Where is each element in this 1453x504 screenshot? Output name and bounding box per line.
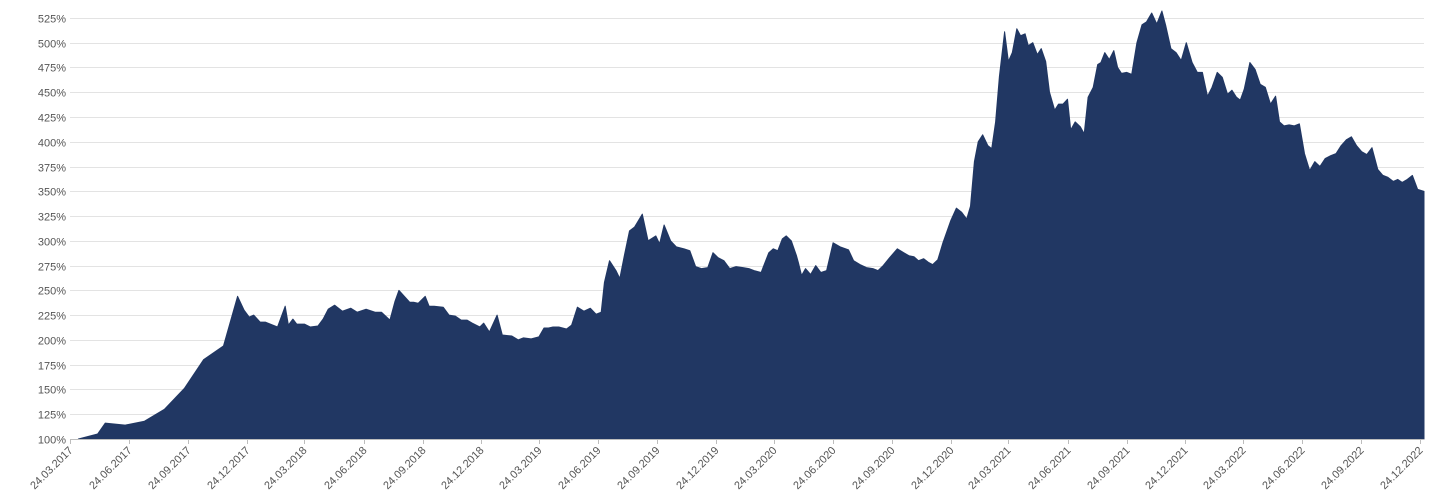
x-axis: 24.03.2017 24.06.2017 24.09.2017 24.12.2017… [28,439,1426,492]
y-tick-label: 475% [38,63,66,75]
x-tick-label: 24.06.2022 [1260,445,1307,492]
x-tick-label: 24.09.2020 [850,445,897,492]
x-tick-label: 24.06.2020 [791,445,838,492]
y-tick-label: 375% [38,163,66,175]
x-tick-label: 24.09.2022 [1319,445,1366,492]
y-tick-label: 325% [38,212,66,224]
y-tick-label: 250% [38,286,66,298]
y-tick-label: 350% [38,187,66,199]
x-tick-label: 24.06.2019 [556,445,603,492]
x-tick-label: 24.03.2022 [1201,445,1248,492]
x-tick-label: 24.03.2020 [732,445,779,492]
y-tick-label: 400% [38,138,66,150]
y-tick-label: 525% [38,14,66,26]
x-tick-label: 24.09.2018 [381,445,428,492]
x-tick-label: 24.12.2022 [1378,445,1425,492]
x-tick-label: 24.03.2019 [497,445,544,492]
y-tick-label: 300% [38,237,66,249]
y-tick-label: 100% [38,435,66,447]
x-tick-label: 24.12.2019 [674,445,721,492]
x-tick-label: 24.12.2020 [909,445,956,492]
plot-area [77,10,1425,440]
y-tick-label: 450% [38,88,66,100]
x-tick-label: 24.06.2021 [1026,445,1073,492]
x-tick-label: 24.03.2021 [966,445,1013,492]
y-tick-label: 225% [38,311,66,323]
y-tick-label: 150% [38,385,66,397]
x-tick-label: 24.09.2017 [146,445,193,492]
x-tick-label: 24.06.2017 [87,445,134,492]
y-axis: 100% 125% 150% 175% 200% 225% 250% 275% 300% 325%… [38,14,66,447]
y-tick-label: 125% [38,410,66,422]
x-tick-label: 24.12.2018 [439,445,486,492]
y-tick-label: 425% [38,113,66,125]
y-tick-label: 500% [38,39,66,51]
x-tick-label: 24.09.2021 [1085,445,1132,492]
x-tick-label: 24.06.2018 [322,445,369,492]
x-tick-label: 24.03.2018 [262,445,309,492]
series-area [77,10,1425,440]
y-tick-label: 275% [38,262,66,274]
x-tick-label: 24.03.2017 [28,445,75,492]
x-tick-label: 24.12.2021 [1143,445,1190,492]
y-tick-label: 200% [38,336,66,348]
x-tick-label: 24.09.2019 [615,445,662,492]
y-tick-label: 175% [38,361,66,373]
x-tick-label: 24.12.2017 [205,445,252,492]
